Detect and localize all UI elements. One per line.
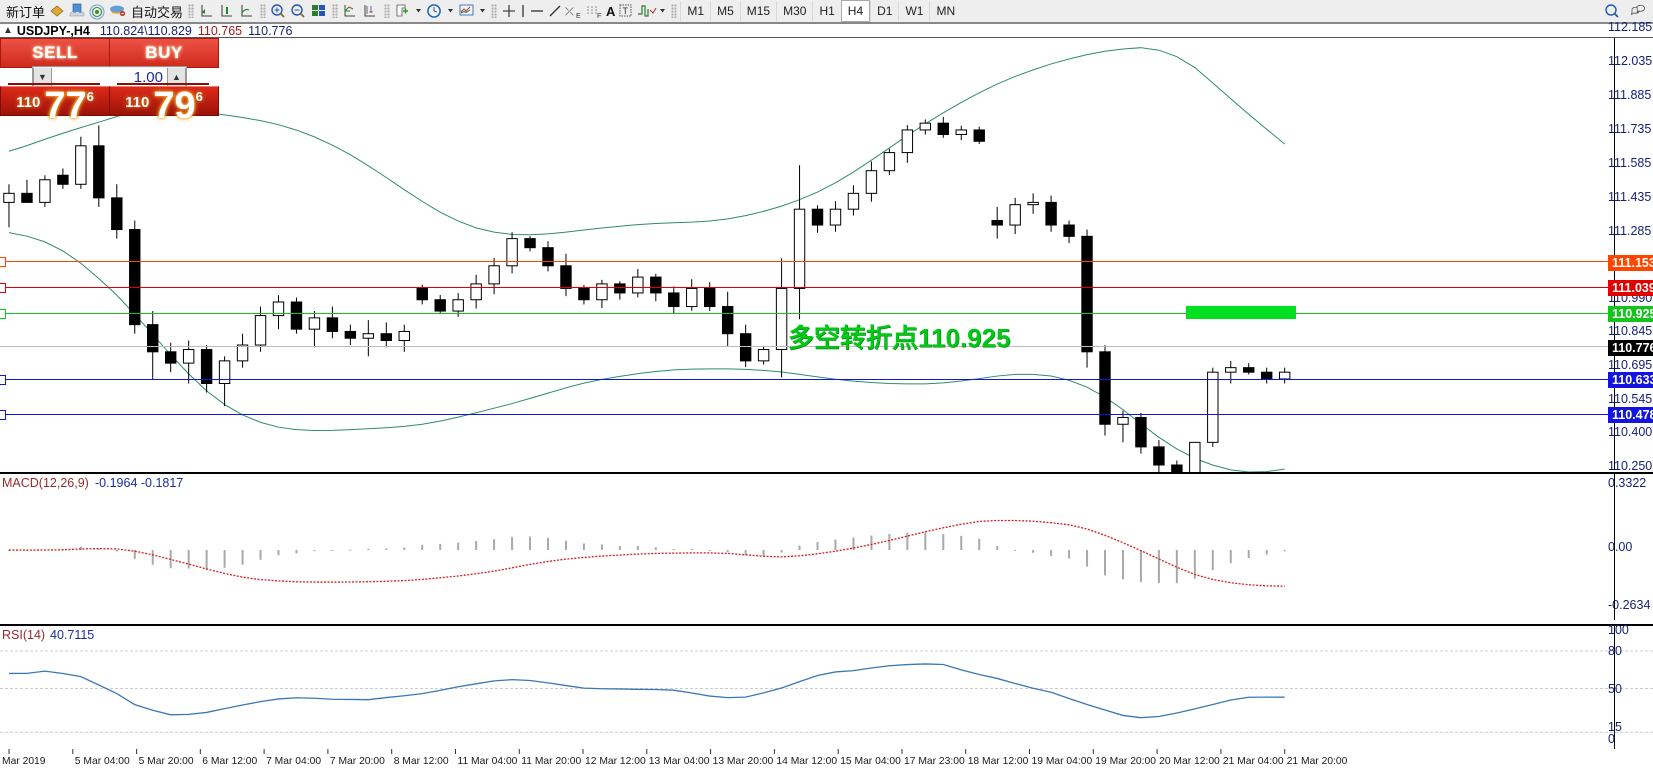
svg-text:F: F bbox=[597, 13, 601, 20]
svg-text:T: T bbox=[623, 6, 629, 16]
svg-text:⤫: ⤫ bbox=[565, 6, 574, 18]
svg-text:E: E bbox=[576, 13, 581, 20]
